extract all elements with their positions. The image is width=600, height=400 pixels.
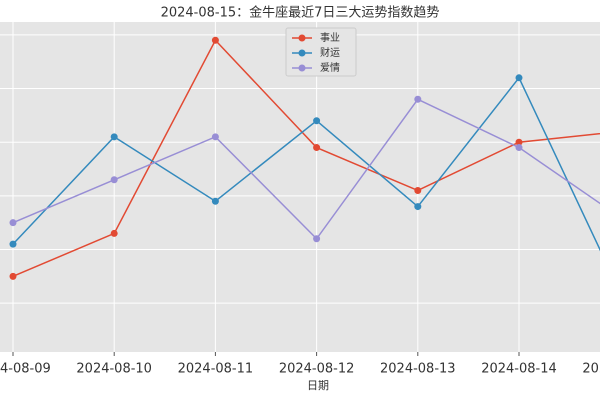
x-tick-label: 2024-08-14 [481, 362, 557, 377]
point [313, 117, 321, 125]
point [515, 138, 523, 146]
legend-label: 爱情 [320, 61, 340, 74]
legend-label: 事业 [320, 31, 340, 44]
point [515, 144, 523, 152]
point [9, 219, 17, 227]
point [211, 36, 219, 44]
plot-background [0, 22, 600, 352]
lines [9, 36, 600, 280]
point [414, 186, 422, 194]
x-tick-label: 2024-08-11 [178, 362, 254, 377]
x-tick-label: 2024-08-15 [582, 362, 600, 377]
point [211, 133, 219, 141]
point [414, 203, 422, 211]
x-labels: 2024-08-09 2024-08-10 2024-08-11 2024-08-12… [0, 352, 600, 377]
legend-marker [298, 34, 306, 42]
point [313, 235, 321, 243]
point [110, 176, 118, 184]
x-tick-label: 2024-08-09 [0, 362, 51, 377]
legend-label: 财运 [320, 46, 340, 59]
legend-marker [298, 49, 306, 57]
point [211, 197, 219, 205]
chart-title: 2024-08-15：金牛座最近7日三大运势指数趋势 [161, 5, 440, 21]
point [110, 229, 118, 237]
x-axis-label: 日期 [307, 379, 329, 392]
x-tick-label: 2024-08-13 [380, 362, 456, 377]
point [515, 74, 523, 82]
x-tick-label: 2024-08-12 [279, 362, 355, 377]
point [414, 95, 422, 103]
point [313, 144, 321, 152]
point [9, 272, 17, 280]
point [9, 240, 17, 248]
legend-marker [298, 64, 306, 72]
point [110, 133, 118, 141]
x-tick-label: 2024-08-10 [76, 362, 152, 377]
